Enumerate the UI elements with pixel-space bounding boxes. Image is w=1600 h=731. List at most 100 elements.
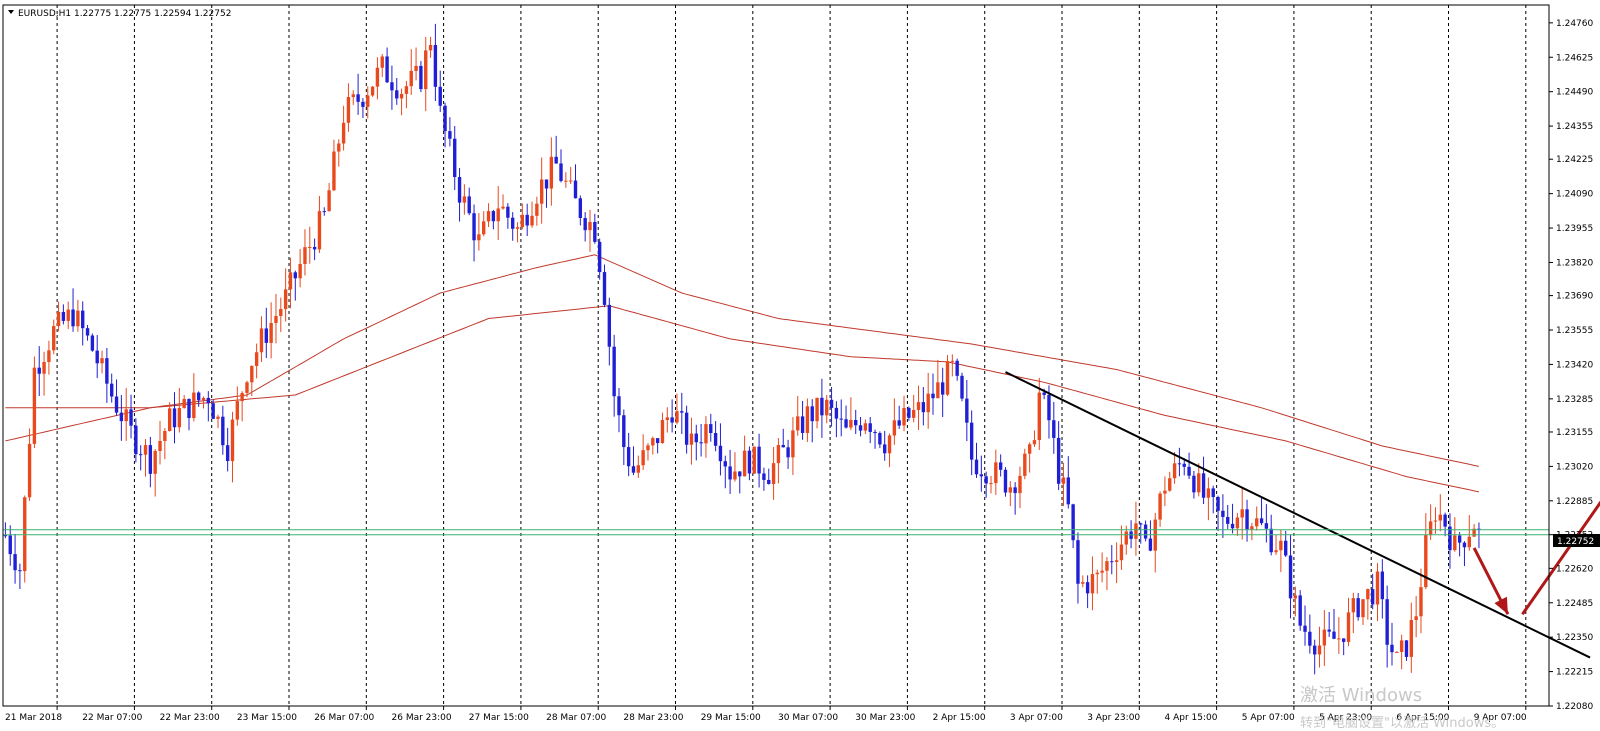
- candle-body: [911, 409, 916, 418]
- up-arrow-shaft: [1521, 500, 1600, 616]
- candle-body: [66, 309, 70, 321]
- candle-body: [288, 272, 293, 290]
- candle-body: [56, 311, 61, 327]
- candle-body: [293, 272, 297, 279]
- candle-body: [453, 138, 457, 177]
- candle-body: [138, 454, 143, 456]
- candle-body: [153, 450, 157, 474]
- candle-body: [1003, 469, 1008, 493]
- candle-body: [602, 272, 607, 305]
- candle-body: [1114, 560, 1119, 562]
- current-price-tag: 1.22752: [1553, 534, 1600, 547]
- candle-body: [1428, 521, 1433, 536]
- candle-body: [409, 70, 413, 87]
- candle-body: [940, 382, 945, 395]
- candle-body: [680, 411, 684, 413]
- candle-body: [47, 350, 51, 363]
- candle-body: [245, 382, 249, 393]
- candle-body: [791, 430, 795, 458]
- candle-body: [1124, 531, 1128, 545]
- candle-body: [631, 466, 636, 473]
- candle-body: [868, 423, 872, 432]
- candle-body: [1090, 574, 1095, 594]
- candle-body: [1269, 528, 1273, 553]
- candle-body: [462, 196, 467, 203]
- candle-body: [689, 433, 694, 445]
- candle-body: [1380, 571, 1385, 600]
- x-tick-label: 22 Mar 23:00: [160, 713, 220, 723]
- candle-body: [1356, 598, 1360, 618]
- candle-body: [390, 82, 394, 91]
- candle-body: [1337, 638, 1341, 640]
- candle-body: [395, 90, 399, 99]
- candle-body: [1298, 595, 1302, 626]
- candle-body: [1008, 487, 1013, 493]
- ma-slow-line: [5, 254, 1480, 467]
- trendline: [1005, 371, 1591, 659]
- candle-body: [873, 431, 877, 434]
- candle-body: [1438, 514, 1442, 521]
- candle-body: [1105, 561, 1109, 571]
- candle-body: [482, 221, 486, 235]
- candle-body: [37, 367, 41, 374]
- y-tick-label: 1.24355: [1556, 122, 1593, 132]
- candle-body: [225, 445, 230, 462]
- candle-body: [1081, 582, 1085, 584]
- candle-body: [385, 56, 389, 83]
- candle-body: [496, 208, 500, 222]
- candle-body: [549, 156, 554, 189]
- candle-body: [1424, 535, 1428, 588]
- candle-body: [148, 445, 153, 474]
- candle-body: [800, 416, 805, 433]
- candle-body: [187, 398, 191, 418]
- candle-body: [370, 86, 375, 96]
- candle-body: [143, 445, 148, 455]
- candle-body: [1216, 497, 1220, 511]
- candle-body: [781, 444, 785, 448]
- candle-body: [1192, 475, 1196, 493]
- candle-body: [1240, 509, 1244, 518]
- candle-body: [829, 399, 834, 408]
- candle-body: [308, 246, 312, 248]
- candle-body: [90, 335, 95, 351]
- candle-body: [670, 417, 674, 423]
- candle-body: [757, 446, 761, 474]
- candle-body: [950, 360, 955, 362]
- candle-body: [921, 402, 926, 413]
- candle-body: [196, 392, 201, 401]
- y-tick-label: 1.22620: [1556, 564, 1593, 574]
- candle-body: [1163, 490, 1167, 494]
- candle-body: [622, 415, 626, 448]
- candle-body: [945, 361, 950, 395]
- candle-body: [810, 406, 814, 422]
- dropdown-triangle-icon[interactable]: [8, 10, 14, 14]
- price-tag-box: [1553, 534, 1600, 547]
- candle-body: [1047, 394, 1051, 421]
- x-tick-label: 27 Mar 15:00: [469, 713, 529, 723]
- candle-body: [428, 44, 433, 51]
- candle-body: [477, 234, 481, 241]
- candle-body: [163, 431, 167, 441]
- candle-body: [1322, 629, 1327, 646]
- candle-body: [573, 180, 578, 199]
- candle-body: [1312, 645, 1317, 655]
- y-tick-label: 1.22215: [1556, 668, 1593, 678]
- candle-body: [1042, 392, 1046, 395]
- candle-body: [617, 396, 621, 416]
- candle-body: [742, 450, 747, 477]
- candle-body: [1119, 544, 1124, 561]
- drawings[interactable]: [1005, 371, 1600, 659]
- candle-body: [414, 65, 418, 71]
- candle-body: [539, 179, 544, 204]
- x-tick-label: 9 Apr 07:00: [1474, 713, 1527, 723]
- candle-body: [1443, 514, 1447, 527]
- candle-body: [1250, 526, 1254, 530]
- candle-body: [897, 420, 901, 426]
- y-tick-label: 1.24490: [1556, 88, 1593, 98]
- candle-body: [1453, 535, 1457, 551]
- candle-body: [641, 450, 645, 466]
- x-tick-label: 26 Mar 23:00: [392, 713, 452, 723]
- candle-body: [1182, 463, 1186, 467]
- candle-body: [969, 422, 974, 460]
